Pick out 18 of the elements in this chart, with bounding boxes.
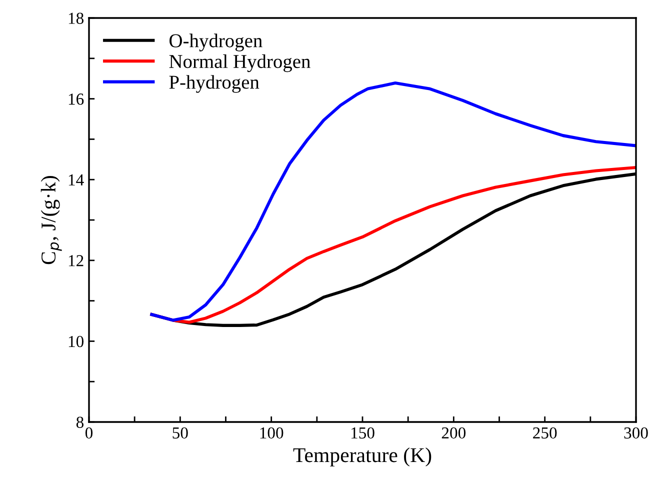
legend-label: O-hydrogen xyxy=(170,34,262,52)
y-axis-title: C$_{p}$, J/(g·k) xyxy=(40,176,62,264)
x-tick-label: 0 xyxy=(85,427,93,439)
x-tick-label: 200 xyxy=(442,427,466,439)
y-tick-label: 16 xyxy=(68,94,84,105)
x-tick-label: 150 xyxy=(351,427,374,439)
x-axis-title: Temperature (K) xyxy=(293,448,432,466)
x-tick-label: 300 xyxy=(624,427,648,439)
legend-label: Normal Hydrogen xyxy=(169,54,310,72)
y-tick-label: 12 xyxy=(68,255,84,266)
x-tick-label: 250 xyxy=(533,427,557,439)
x-tick-label: 100 xyxy=(260,427,284,439)
y-tick-label: 8 xyxy=(76,416,84,428)
y-tick-label: 10 xyxy=(68,336,84,348)
y-tick-label: 14 xyxy=(68,174,84,186)
y-tick-label: 18 xyxy=(68,12,84,24)
x-tick-label: 50 xyxy=(172,427,188,439)
legend-label: P-hydrogen xyxy=(169,75,260,93)
